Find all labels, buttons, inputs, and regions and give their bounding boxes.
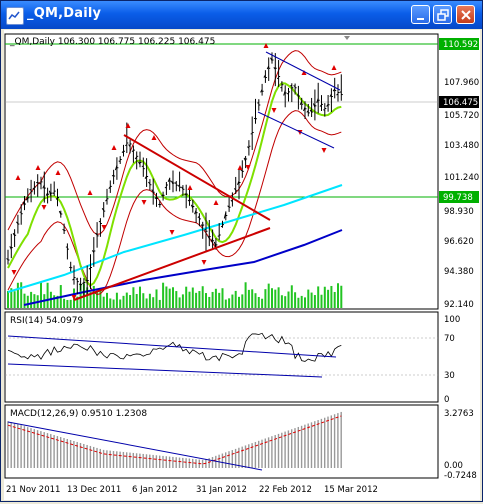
restore-button[interactable] <box>433 5 452 24</box>
time-axis: 21 Nov 2011 13 Dec 2011 6 Jan 2012 31 Ja… <box>6 485 378 495</box>
price-chart[interactable]: _QM,Daily 106.300 106.775 106.225 106.47… <box>4 30 480 500</box>
rsi-level-label: 100 <box>444 315 460 325</box>
macd-level-label: -0.7248 <box>444 471 477 481</box>
time-label: 13 Dec 2011 <box>67 485 121 495</box>
window-title: _QM,Daily <box>27 6 101 21</box>
price-label: 103.480 <box>444 141 479 151</box>
price-label: 98.930 <box>444 207 474 217</box>
price-label: 105.720 <box>444 111 479 121</box>
restore-icon <box>434 6 453 25</box>
close-button[interactable] <box>456 5 475 24</box>
close-icon <box>457 6 476 25</box>
title-bar[interactable]: _QM,Daily <box>1 1 482 29</box>
resistance-level-value: 110.592 <box>443 40 478 50</box>
rsi-level-label: 70 <box>444 334 455 344</box>
time-label: 6 Jan 2012 <box>132 485 178 495</box>
chart-window-icon <box>6 7 24 25</box>
main-chart-header: _QM,Daily 106.300 106.775 106.225 106.47… <box>9 37 215 47</box>
price-label: 101.240 <box>444 173 479 183</box>
macd-level-label: 0.00 <box>444 461 463 471</box>
time-label: 21 Nov 2011 <box>6 485 60 495</box>
minimize-button[interactable] <box>411 5 430 24</box>
rsi-level-label: 0 <box>444 395 449 405</box>
current-price-value: 106.475 <box>443 98 478 108</box>
time-label: 15 Mar 2012 <box>324 485 378 495</box>
price-label: 94.380 <box>444 267 474 277</box>
price-label: 92.140 <box>444 300 474 310</box>
price-label: 96.620 <box>444 237 474 247</box>
macd-header: MACD(12,26,9) 0.9510 1.2308 <box>10 409 147 419</box>
minimize-icon <box>412 6 431 25</box>
time-label: 22 Feb 2012 <box>259 485 312 495</box>
support-level-value: 99.738 <box>443 193 473 203</box>
rsi-level-label: 30 <box>444 371 455 381</box>
rsi-header: RSI(14) 54.0979 <box>10 316 83 326</box>
macd-level-label: 3.2763 <box>444 409 474 419</box>
chart-canvas[interactable]: _QM,Daily 106.300 106.775 106.225 106.47… <box>4 30 480 500</box>
time-label: 31 Jan 2012 <box>196 485 247 495</box>
price-label: 107.960 <box>444 78 479 88</box>
